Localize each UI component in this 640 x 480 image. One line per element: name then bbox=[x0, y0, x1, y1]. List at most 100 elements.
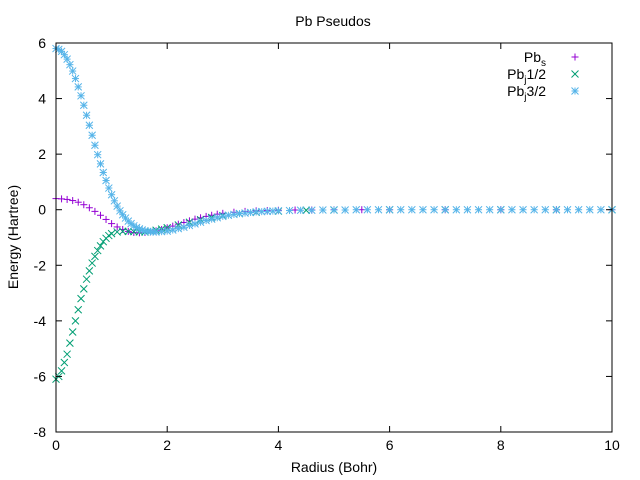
x-axis-title: Radius (Bohr) bbox=[291, 459, 377, 475]
plot-frame bbox=[55, 42, 613, 433]
data-point bbox=[85, 121, 94, 130]
data-point bbox=[96, 211, 104, 219]
y-tick-label: 4 bbox=[38, 91, 46, 107]
data-point bbox=[574, 205, 583, 214]
data-point bbox=[452, 205, 461, 214]
data-point bbox=[63, 350, 71, 359]
data-point bbox=[107, 190, 116, 199]
legend-marker bbox=[571, 53, 579, 61]
data-point bbox=[302, 206, 311, 215]
data-point bbox=[207, 215, 216, 224]
data-point bbox=[441, 205, 450, 214]
data-point bbox=[541, 205, 550, 214]
data-point bbox=[82, 111, 91, 120]
x-tick-label: 4 bbox=[275, 437, 283, 453]
y-tick-label: -4 bbox=[34, 313, 47, 329]
data-point bbox=[85, 204, 93, 212]
legend-label-main: Pb bbox=[507, 66, 524, 82]
data-point bbox=[74, 83, 83, 91]
data-point bbox=[79, 285, 88, 293]
data-point bbox=[77, 294, 85, 303]
x-tick-label: 2 bbox=[163, 437, 171, 453]
x-axis: 0 2 4 6 8 10 bbox=[52, 43, 620, 453]
data-point bbox=[285, 206, 294, 215]
data-point bbox=[66, 60, 74, 69]
data-point bbox=[563, 205, 572, 214]
y-tick-label: -6 bbox=[34, 368, 47, 384]
legend-marker bbox=[571, 70, 579, 78]
data-point bbox=[91, 141, 99, 150]
data-point bbox=[419, 205, 427, 214]
data-point bbox=[80, 201, 88, 209]
data-point bbox=[202, 216, 210, 225]
y-tick-label: -8 bbox=[34, 424, 47, 440]
y-tick-label: 6 bbox=[38, 35, 46, 51]
data-point bbox=[241, 209, 249, 217]
data-point bbox=[485, 205, 494, 214]
legend-label-main: Pb bbox=[524, 49, 541, 65]
data-point bbox=[552, 205, 561, 214]
data-point bbox=[107, 229, 116, 238]
legend-marker bbox=[571, 87, 579, 95]
data-point bbox=[385, 205, 394, 214]
data-point bbox=[519, 205, 527, 214]
legend-label: Pbs bbox=[524, 49, 546, 69]
data-point bbox=[71, 317, 80, 325]
series-2 bbox=[52, 44, 616, 236]
chart-title: Pb Pseudos bbox=[295, 13, 371, 29]
legend-label-sub: j bbox=[523, 75, 526, 86]
y-tick-label: 0 bbox=[38, 202, 46, 218]
data-point bbox=[168, 226, 177, 234]
data-point bbox=[113, 223, 121, 231]
data-point bbox=[99, 168, 108, 177]
data-point bbox=[463, 205, 472, 214]
data-point bbox=[196, 218, 205, 227]
data-point bbox=[82, 275, 91, 284]
data-point bbox=[93, 246, 102, 255]
data-point bbox=[96, 241, 105, 250]
data-point bbox=[396, 205, 405, 214]
data-point bbox=[585, 205, 594, 214]
data-point bbox=[102, 215, 110, 223]
data-point bbox=[430, 205, 438, 214]
data-point bbox=[407, 205, 416, 214]
legend-label-suffix: 3/2 bbox=[527, 83, 547, 99]
legend-label-suffix: 1/2 bbox=[527, 66, 547, 82]
y-tick-label: -2 bbox=[34, 257, 47, 273]
legend-label: Pbj3/2 bbox=[507, 83, 546, 103]
data-point bbox=[307, 206, 316, 215]
data-point bbox=[79, 101, 88, 110]
plot-series bbox=[52, 44, 616, 384]
data-point bbox=[85, 266, 94, 275]
data-point bbox=[77, 91, 85, 100]
data-point bbox=[213, 213, 222, 222]
data-point bbox=[74, 198, 82, 206]
data-point bbox=[191, 220, 199, 228]
data-point bbox=[69, 197, 77, 205]
data-point bbox=[374, 205, 383, 214]
data-point bbox=[58, 195, 66, 203]
data-point bbox=[102, 176, 110, 185]
data-point bbox=[91, 252, 99, 261]
data-point bbox=[96, 160, 105, 168]
legend-label: Pbj1/2 bbox=[507, 66, 546, 86]
data-point bbox=[60, 358, 69, 367]
data-point bbox=[274, 206, 283, 215]
y-axis: -8 -6 -4 -2 0 2 4 6 bbox=[34, 35, 612, 440]
data-point bbox=[363, 205, 372, 214]
x-tick-label: 0 bbox=[52, 437, 60, 453]
data-point bbox=[71, 74, 80, 83]
data-point bbox=[118, 227, 127, 236]
data-point bbox=[180, 223, 188, 232]
data-point bbox=[474, 205, 483, 214]
data-point bbox=[174, 224, 183, 233]
data-point bbox=[530, 205, 539, 214]
data-point bbox=[68, 67, 77, 75]
y-tick-label: 2 bbox=[38, 146, 46, 162]
data-point bbox=[74, 305, 83, 314]
data-point bbox=[330, 206, 338, 214]
data-point bbox=[66, 339, 74, 347]
